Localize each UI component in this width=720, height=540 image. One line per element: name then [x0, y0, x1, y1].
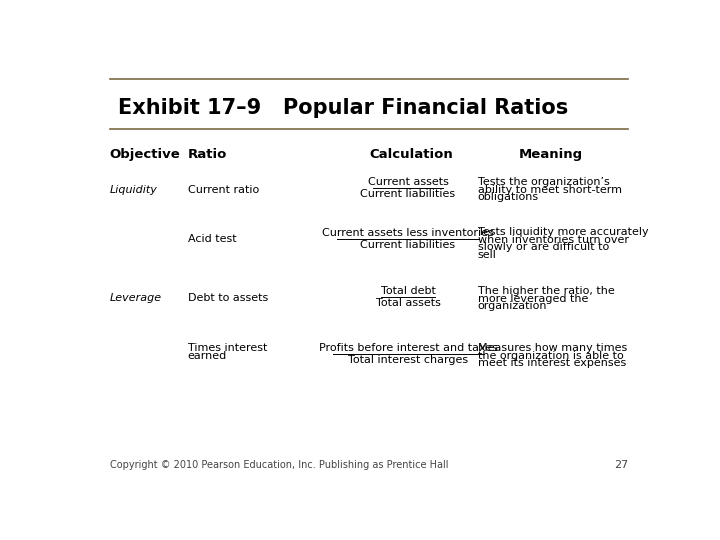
Text: Objective: Objective — [109, 148, 180, 161]
Text: Total debt: Total debt — [381, 286, 436, 296]
Text: Copyright © 2010 Pearson Education, Inc. Publishing as Prentice Hall: Copyright © 2010 Pearson Education, Inc.… — [109, 460, 448, 470]
Text: Times interest: Times interest — [188, 343, 267, 353]
Text: Profits before interest and taxes: Profits before interest and taxes — [319, 343, 498, 353]
Text: Current ratio: Current ratio — [188, 185, 259, 194]
Text: the organization is able to: the organization is able to — [478, 351, 624, 361]
Text: Total assets: Total assets — [376, 298, 441, 308]
Text: earned: earned — [188, 351, 227, 361]
Text: more leveraged the: more leveraged the — [478, 294, 588, 304]
Text: Current liabilities: Current liabilities — [361, 240, 456, 250]
Text: ability to meet short-term: ability to meet short-term — [478, 185, 622, 194]
Text: Leverage: Leverage — [109, 293, 162, 302]
Text: slowly or are difficult to: slowly or are difficult to — [478, 242, 609, 252]
Text: sell: sell — [478, 250, 497, 260]
Text: Exhibit 17–9   Popular Financial Ratios: Exhibit 17–9 Popular Financial Ratios — [118, 98, 568, 118]
Text: Meaning: Meaning — [518, 148, 582, 161]
Text: Measures how many times: Measures how many times — [478, 343, 627, 353]
Text: Total interest charges: Total interest charges — [348, 355, 468, 365]
Text: Debt to assets: Debt to assets — [188, 293, 268, 302]
Text: Current liabilities: Current liabilities — [361, 188, 456, 199]
Text: Acid test: Acid test — [188, 234, 236, 245]
Text: Liquidity: Liquidity — [109, 185, 158, 194]
Text: organization: organization — [478, 301, 547, 312]
Text: Tests the organization’s: Tests the organization’s — [478, 177, 610, 187]
Text: when inventories turn over: when inventories turn over — [478, 235, 629, 245]
Text: Tests liquidity more accurately: Tests liquidity more accurately — [478, 227, 649, 238]
Text: Current assets less inventories: Current assets less inventories — [322, 228, 494, 238]
Text: The higher the ratio, the: The higher the ratio, the — [478, 286, 615, 296]
Text: Ratio: Ratio — [188, 148, 227, 161]
Text: Calculation: Calculation — [369, 148, 453, 161]
Text: meet its interest expenses: meet its interest expenses — [478, 359, 626, 368]
Text: 27: 27 — [614, 460, 629, 470]
Text: Current assets: Current assets — [368, 177, 449, 187]
Text: obligations: obligations — [478, 192, 539, 202]
